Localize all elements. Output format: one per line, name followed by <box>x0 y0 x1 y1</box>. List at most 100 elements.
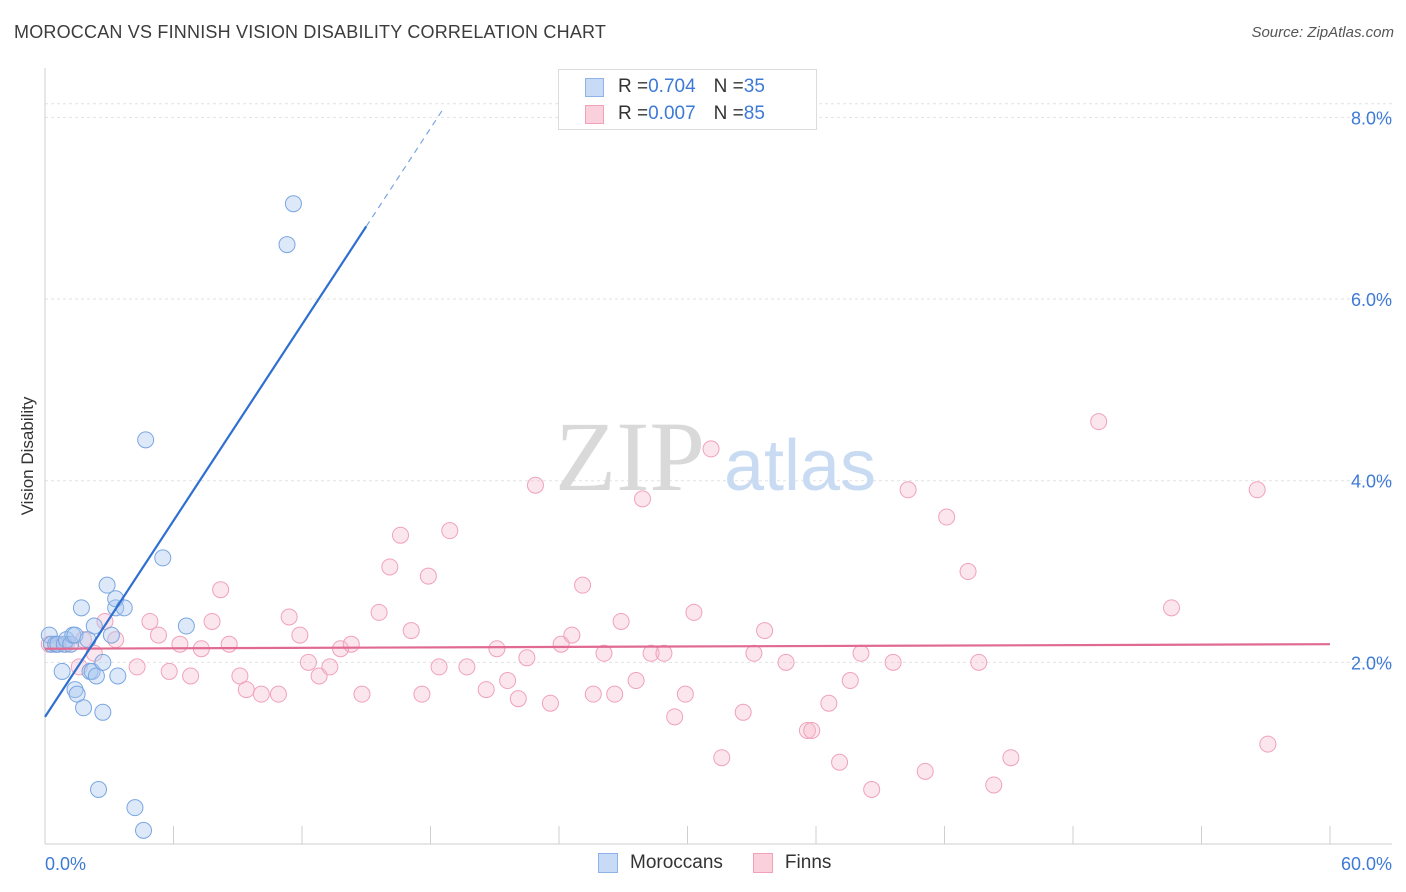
legend-n-label: N = <box>713 76 744 97</box>
finns-point <box>676 685 694 703</box>
legend-swatch-moroccans <box>598 853 618 873</box>
y-tick-label: 2.0% <box>1351 653 1392 673</box>
moroccans-point <box>66 681 84 699</box>
moroccans-point <box>94 653 112 671</box>
moroccans-point <box>137 431 155 449</box>
finns-point <box>612 612 630 630</box>
moroccans-point <box>68 685 86 703</box>
moroccans-points <box>40 195 302 839</box>
chart-title: MOROCCAN VS FINNISH VISION DISABILITY CO… <box>14 22 607 42</box>
finns-point <box>1248 481 1266 499</box>
finns-point <box>509 690 527 708</box>
finns-point <box>803 721 821 739</box>
finns-point <box>745 644 763 662</box>
finns-point <box>798 721 816 739</box>
finns-point <box>899 481 917 499</box>
finns-point <box>370 603 388 621</box>
finns-point <box>477 681 495 699</box>
legend-row-moroccans: R = 0.704 N = 35 <box>585 75 765 99</box>
finns-point <box>353 685 371 703</box>
finns-point <box>1090 413 1108 431</box>
finns-point <box>342 635 360 653</box>
legend-r-label: R = <box>618 76 649 97</box>
moroccans-point <box>75 699 93 717</box>
finns-point <box>1002 749 1020 767</box>
finns-point <box>756 622 774 640</box>
moroccans-point <box>177 617 195 635</box>
stats-legend: R = 0.704 N = 35 R = 0.007 N = 85 <box>558 69 817 130</box>
moroccans-trend-extension <box>365 108 444 227</box>
x-tick-label-max: 60.0% <box>1341 854 1392 874</box>
finns-point <box>985 776 1003 794</box>
legend-label-finns: Finns <box>784 852 832 873</box>
finns-point <box>959 563 977 581</box>
x-tick-label-min: 0.0% <box>45 854 86 874</box>
finns-point <box>702 440 720 458</box>
legend-item-moroccans: Moroccans <box>598 852 723 874</box>
finns-point <box>518 649 536 667</box>
finns-point <box>666 708 684 726</box>
moroccans-point <box>278 236 296 254</box>
finns-point <box>916 762 934 780</box>
finns-point <box>150 626 168 644</box>
legend-swatch-moroccans <box>585 77 604 97</box>
finns-point <box>171 635 189 653</box>
finns-point <box>269 685 287 703</box>
finns-point <box>419 567 437 585</box>
finns-point <box>685 603 703 621</box>
finns-point <box>841 672 859 690</box>
moroccans-point <box>135 821 153 839</box>
finns-point <box>627 672 645 690</box>
finns-point <box>220 635 238 653</box>
moroccans-point <box>90 781 108 799</box>
legend-swatch-finns <box>585 104 604 124</box>
finns-point <box>606 685 624 703</box>
finns-point <box>970 653 988 671</box>
trend-lines <box>44 108 1331 718</box>
y-tick-label: 8.0% <box>1351 108 1392 128</box>
legend-n-label: N = <box>713 103 744 124</box>
moroccans-point <box>102 626 120 644</box>
finns-trend-line <box>44 643 1331 650</box>
legend-r-value: 0.704 <box>648 76 696 97</box>
moroccans-point <box>66 626 84 644</box>
finns-point <box>402 622 420 640</box>
moroccans-point <box>98 576 116 594</box>
moroccans-point <box>154 549 172 567</box>
legend-n-value: 85 <box>743 103 765 124</box>
finns-point <box>413 685 431 703</box>
legend-n-value: 35 <box>743 76 765 97</box>
finns-point <box>655 644 673 662</box>
finns-point <box>595 644 613 662</box>
finns-point <box>430 658 448 676</box>
finns-point <box>526 476 544 494</box>
finns-point <box>777 653 795 671</box>
finns-point <box>713 749 731 767</box>
watermark-atlas: atlas <box>724 426 876 506</box>
legend-swatch-finns <box>752 853 773 873</box>
finns-point <box>392 526 410 544</box>
finns-point <box>563 626 581 644</box>
finns-point <box>584 685 602 703</box>
finns-point <box>237 681 255 699</box>
finns-point <box>381 558 399 576</box>
finns-point <box>160 662 178 680</box>
finns-point <box>252 685 270 703</box>
y-tick-label: 4.0% <box>1351 472 1392 492</box>
finns-point <box>291 626 309 644</box>
moroccans-point <box>284 195 302 213</box>
legend-row-finns: R = 0.007 N = 85 <box>585 102 765 126</box>
moroccans-point <box>109 667 127 685</box>
moroccans-point <box>85 617 103 635</box>
legend-r-label: R = <box>618 103 649 124</box>
finns-point <box>642 644 660 662</box>
moroccans-point <box>126 799 144 817</box>
finns-point <box>831 753 849 771</box>
finns-point <box>938 508 956 526</box>
finns-point <box>182 667 200 685</box>
finns-point <box>852 644 870 662</box>
finns-point <box>128 658 146 676</box>
finns-point <box>541 694 559 712</box>
finns-point <box>280 608 298 626</box>
finns-point <box>231 667 249 685</box>
